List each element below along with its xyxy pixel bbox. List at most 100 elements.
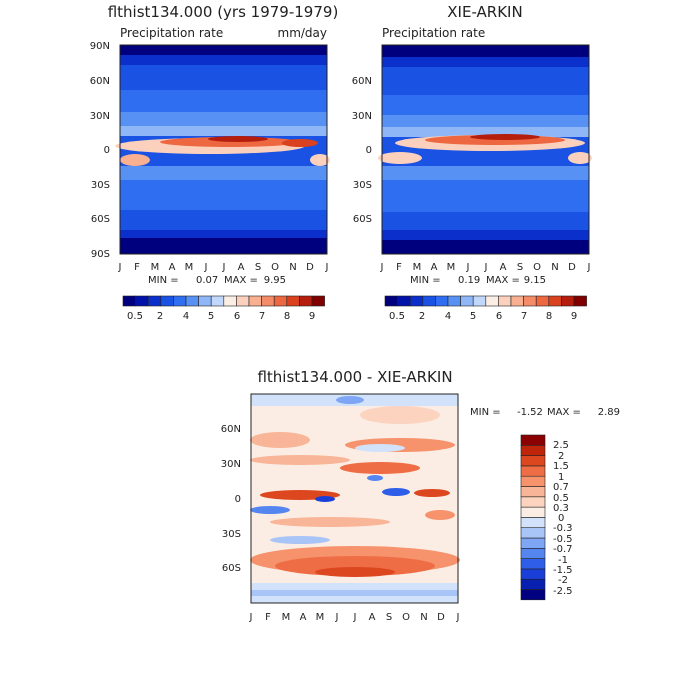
- panel-obs-stats: MIN = 0.19 MAX = 9.15: [410, 275, 546, 286]
- y-tick-label: 0: [366, 145, 372, 156]
- y-tick-label: 30S: [91, 180, 110, 191]
- y-tick-label: 30N: [90, 111, 110, 122]
- colorbar-swatch: [422, 295, 436, 307]
- colorbar-tick-label: -0.5: [553, 534, 573, 545]
- panel-model-y-ticks: 90N 60N 30N 0 30S 60S 90S: [90, 41, 110, 260]
- x-tick-label: A: [369, 612, 376, 623]
- stat-min-label: MIN =: [470, 407, 501, 418]
- panel-obs-y-ticks: 60N 30N 0 30S 60S: [352, 76, 372, 225]
- colorbar-swatch: [520, 496, 546, 508]
- colorbar-tick-label: 2: [558, 451, 564, 462]
- colorbar-tick-label: 0.3: [553, 503, 569, 514]
- colorbar-tick-label: 6: [496, 311, 502, 322]
- x-tick-label: O: [271, 262, 279, 273]
- x-tick-label: S: [255, 262, 261, 273]
- stat-min-label: MIN =: [410, 275, 441, 286]
- x-tick-label: M: [447, 262, 456, 273]
- colorbar-tick-label: -1: [558, 555, 568, 566]
- colorbar-tick-label: 6: [234, 311, 240, 322]
- colorbar-swatch: [520, 578, 546, 590]
- colorbar-swatch: [548, 295, 562, 307]
- colorbar-swatch: [384, 295, 398, 307]
- x-tick-label: J: [249, 612, 253, 623]
- colorbar-swatch: [498, 295, 512, 307]
- x-tick-label: J: [484, 262, 488, 273]
- colorbar-tick-label: 2.5: [553, 440, 569, 451]
- colorbar-tick-label: 0.5: [389, 311, 405, 322]
- colorbar-tick-label: 7: [521, 311, 527, 322]
- panel-obs-colorbar: [384, 295, 587, 307]
- x-tick-label: A: [300, 612, 307, 623]
- x-tick-label: S: [386, 612, 392, 623]
- colorbar-tick-label: -1.5: [553, 565, 573, 576]
- colorbar-swatch: [299, 295, 313, 307]
- colorbar-swatch: [135, 295, 149, 307]
- x-tick-label: A: [431, 262, 438, 273]
- x-tick-label: J: [587, 262, 591, 273]
- x-tick-label: A: [238, 262, 245, 273]
- colorbar-swatch: [520, 537, 546, 549]
- x-tick-label: J: [222, 262, 226, 273]
- colorbar-swatch: [409, 295, 424, 307]
- panel-diff-frame: [250, 393, 459, 604]
- colorbar-tick-label: 9: [309, 311, 315, 322]
- panel-diff-colorbar: [520, 434, 546, 601]
- panel-obs-frame: [381, 44, 590, 255]
- colorbar-swatch: [173, 295, 187, 307]
- panel-obs-field: [378, 45, 592, 254]
- colorbar-tick-label: -0.3: [553, 523, 573, 534]
- x-tick-label: N: [420, 612, 427, 623]
- panel-model-frame: [119, 44, 328, 255]
- x-tick-label: S: [517, 262, 523, 273]
- x-tick-label: D: [568, 262, 576, 273]
- stat-max-label: MAX =: [547, 407, 581, 418]
- x-tick-label: F: [396, 262, 402, 273]
- panel-diff-stats: MIN = -1.52 MAX = 2.89: [470, 407, 620, 418]
- colorbar-swatch: [147, 295, 162, 307]
- colorbar-tick-label: 4: [445, 311, 451, 322]
- colorbar-tick-label: -2: [558, 575, 568, 586]
- colorbar-tick-label: 5: [470, 311, 476, 322]
- x-tick-label: J: [380, 262, 384, 273]
- colorbar-tick-label: 9: [571, 311, 577, 322]
- panel-diff-title: flthist134.000 - XIE-ARKIN: [257, 368, 452, 386]
- colorbar-swatch: [273, 295, 288, 307]
- colorbar-tick-label: 2: [419, 311, 425, 322]
- panel-obs-x-ticks: J F M A M J J A S O N D J: [380, 262, 591, 273]
- stat-max-label: MAX =: [486, 275, 520, 286]
- stat-min-label: MIN =: [148, 275, 179, 286]
- x-tick-label: J: [466, 262, 470, 273]
- colorbar-swatch: [160, 295, 174, 307]
- panel-obs-subtitle-left: Precipitation rate: [382, 26, 485, 40]
- colorbar-tick-label: 4: [183, 311, 189, 322]
- colorbar-tick-label: 0.5: [127, 311, 143, 322]
- colorbar-swatch: [520, 506, 546, 518]
- panel-diff-colorbar-labels: 2.5 2 1.5 1 0.7 0.5 0.3 0 -0.3 -0.5 -0.7…: [553, 440, 573, 597]
- x-tick-label: J: [335, 612, 339, 623]
- x-tick-label: J: [204, 262, 208, 273]
- colorbar-tick-label: 2: [157, 311, 163, 322]
- panel-model: flthist134.000 (yrs 1979-1979) Precipita…: [90, 3, 339, 322]
- colorbar-swatch: [261, 295, 275, 307]
- colorbar-swatch: [561, 295, 575, 307]
- colorbar-swatch: [520, 486, 546, 498]
- x-tick-label: N: [289, 262, 296, 273]
- x-tick-label: A: [169, 262, 176, 273]
- stat-max-value: 9.95: [264, 275, 286, 286]
- colorbar-swatch: [510, 295, 524, 307]
- panel-obs-colorbar-labels: 0.5 2 4 5 6 7 8 9: [389, 311, 577, 322]
- y-tick-label: 90S: [91, 249, 110, 260]
- panel-model-colorbar-labels: 0.5 2 4 5 6 7 8 9: [127, 311, 315, 322]
- x-tick-label: J: [118, 262, 122, 273]
- y-tick-label: 60S: [91, 214, 110, 225]
- colorbar-swatch: [520, 465, 546, 477]
- colorbar-swatch: [286, 295, 300, 307]
- colorbar-tick-label: 0.7: [553, 482, 569, 493]
- colorbar-swatch: [397, 295, 411, 307]
- colorbar-tick-label: 0.5: [553, 493, 569, 504]
- x-tick-label: F: [265, 612, 271, 623]
- y-tick-label: 60S: [353, 214, 372, 225]
- x-tick-label: M: [282, 612, 291, 623]
- x-tick-label: D: [437, 612, 445, 623]
